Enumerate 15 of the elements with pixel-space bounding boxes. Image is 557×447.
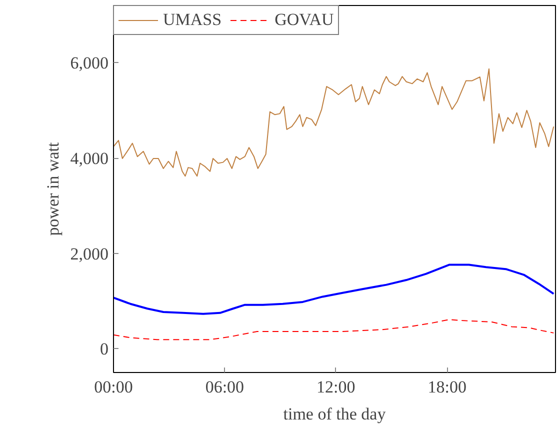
line-series <box>114 68 554 177</box>
y-tick-label: 2,000 <box>70 244 108 264</box>
y-axis-title: power in watt <box>43 142 62 236</box>
x-tick-label: 00:00 <box>94 378 133 396</box>
x-tick-label: 06:00 <box>205 378 244 396</box>
x-tick-label: 18:00 <box>428 378 466 396</box>
x-axis-title: time of the day <box>283 404 386 424</box>
y-tick-label: 0 <box>100 340 108 359</box>
legend-label: UMASS <box>163 10 222 30</box>
x-tick-label: 12:00 <box>316 378 356 396</box>
y-tick-label: 4,000 <box>70 149 108 168</box>
line-series <box>114 319 554 340</box>
legend-label: GOVAU <box>274 10 334 30</box>
y-tick-label: 6,000 <box>70 54 108 73</box>
line-series <box>114 264 555 315</box>
